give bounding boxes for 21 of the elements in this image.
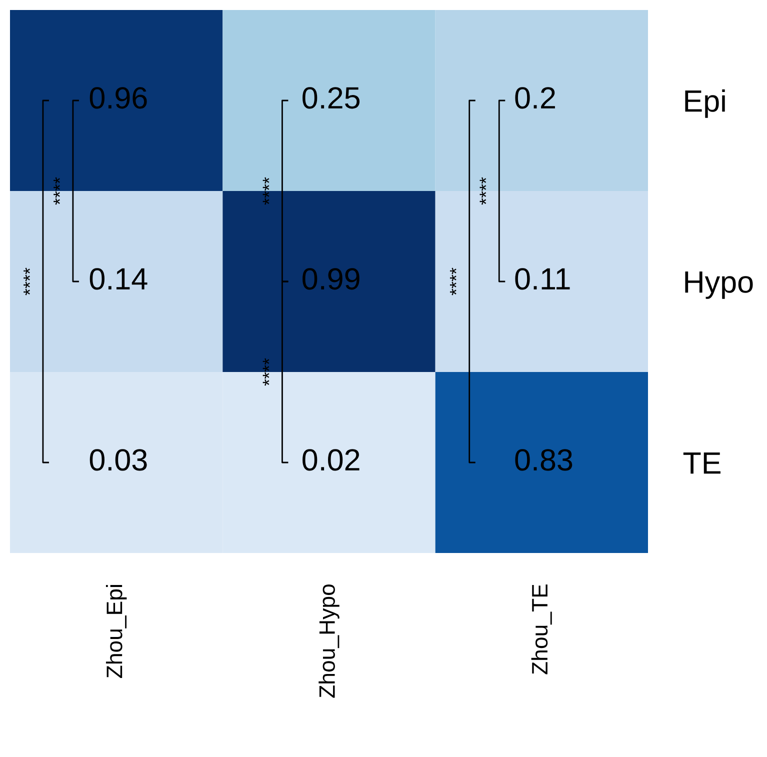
data-label: 0.83 — [515, 449, 572, 471]
x-tick-label: Zhou_Epi — [106, 585, 127, 678]
y-tick-label: Epi — [685, 89, 725, 118]
data-label: 0.25 — [302, 87, 360, 109]
annotation: **** — [24, 268, 30, 296]
data-label: 0.03 — [90, 449, 147, 471]
annotation: **** — [54, 177, 60, 205]
annotation: **** — [450, 268, 456, 296]
annotation: **** — [480, 177, 486, 205]
x-tick-label: Zhou_Hypo — [318, 584, 340, 698]
data-label: 0.14 — [90, 268, 148, 290]
data-label: 0.02 — [302, 449, 360, 471]
y-tick-label: TE — [683, 452, 720, 474]
data-label: 0.99 — [302, 268, 360, 290]
data-label: 0.2 — [515, 87, 555, 109]
x-tick-label: Zhou_TE — [531, 584, 552, 674]
annotation: **** — [262, 358, 270, 386]
y-tick-label: Hypo — [685, 272, 753, 299]
annotation: **** — [262, 177, 270, 205]
data-label: 0.11 — [515, 268, 570, 290]
data-label: 0.96 — [90, 87, 147, 109]
